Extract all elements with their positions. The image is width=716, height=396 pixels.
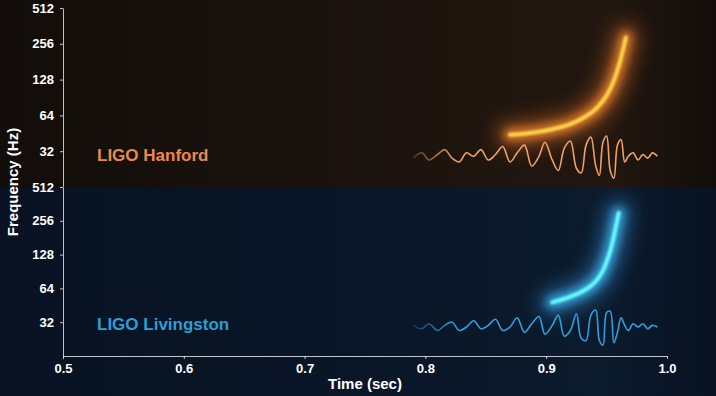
x-axis-tick-label: 1.0 [658,361,676,376]
y-axis-tick-mark [60,221,63,222]
y-axis-tick-label: 64 [40,281,55,296]
panel-title: LIGO Hanford [97,146,208,165]
y-axis-tick-label: 128 [32,247,54,262]
chirp-glow [552,213,618,302]
panel-title: LIGO Livingston [97,315,229,334]
x-axis-tick: 0.7 [296,356,314,376]
y-axis-tick: 32 [40,315,63,330]
y-axis-tick: 64 [40,281,63,296]
y-axis-tick: 256 [32,213,63,228]
y-axis-tick-mark [60,322,63,323]
y-axis-tick-mark [60,80,63,81]
strain-waveform [413,310,657,345]
y-axis-tick-mark [60,8,63,9]
x-axis-tick-label: 0.5 [54,361,72,376]
x-axis-line [64,356,668,357]
y-axis-tick-mark [60,288,63,289]
y-axis: 32 64 128 256 512 [32,1,63,188]
y-axis-tick-label: 128 [32,72,54,87]
y-axis-tick-mark [60,44,63,45]
chart-svg: 326412825651232641282565120.50.60.70.80.… [0,0,716,396]
panel-background [0,187,716,396]
x-axis-tick: 0.5 [54,356,72,376]
x-axis-tick-label: 0.7 [296,361,314,376]
background [0,0,716,396]
x-axis-tick-mark [184,356,185,359]
plot-area [413,213,657,345]
chirp-halo [552,213,618,302]
chart-container: 326412825651232641282565120.50.60.70.80.… [0,0,716,396]
y-axis-tick: 128 [32,72,63,87]
y-axis-tick: 512 [32,180,63,195]
y-axis-tick-mark [60,255,63,256]
y-axis-tick-label: 64 [40,108,55,123]
plot-area [413,37,657,178]
panel-background [0,0,716,187]
x-axis-tick-mark [63,356,64,359]
y-axis-tick: 32 [40,144,63,159]
x-axis-tick-mark [305,356,306,359]
y-axis-line [63,9,64,188]
x-axis-tick-label: 0.8 [417,361,435,376]
y-axis-tick: 256 [32,36,63,51]
x-axis-tick-mark [546,356,547,359]
y-axis-tick-label: 256 [32,36,54,51]
chirp-track [510,37,626,134]
y-axis-tick-label: 512 [32,1,54,16]
x-axis-tick-label: 0.9 [538,361,556,376]
y-axis-tick: 128 [32,247,63,262]
chirp-track [552,213,618,302]
x-axis-tick-mark [425,356,426,359]
chirp-glow [510,37,626,134]
y-axis-tick-mark [60,187,63,188]
y-axis-tick-label: 32 [40,315,54,330]
x-axis-tick-mark [667,356,668,359]
y-axis-tick-mark [60,115,63,116]
y-axis-tick-label: 512 [32,180,54,195]
x-axis-tick: 0.9 [538,356,556,376]
y-axis: 32 64 128 256 512 [32,180,63,357]
x-axis-tick: 1.0 [658,356,676,376]
x-axis-title: Time (sec) [328,375,402,392]
y-axis-tick-label: 32 [40,144,54,159]
x-axis-tick-label: 0.6 [175,361,193,376]
y-axis-tick-label: 256 [32,213,54,228]
x-axis: 0.5 0.6 0.7 0.8 0.9 1.0 [54,356,676,376]
strain-waveform [413,136,657,178]
chirp-halo [510,37,626,134]
x-axis-tick: 0.6 [175,356,193,376]
x-axis-tick: 0.8 [417,356,435,376]
y-axis-tick-mark [60,151,63,152]
y-axis-line [63,188,64,357]
y-axis-tick: 512 [32,1,63,16]
y-axis-tick: 64 [40,108,63,123]
y-axis-title: Frequency (Hz) [4,128,21,236]
